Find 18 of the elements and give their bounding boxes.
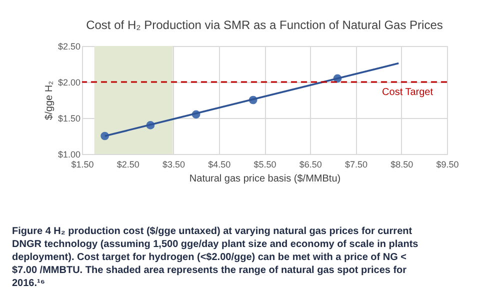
x-tick-label: $3.50 bbox=[162, 160, 186, 170]
y-axis-title: $/gge H₂ bbox=[44, 80, 55, 120]
ref-line-label: Cost Target bbox=[382, 87, 434, 98]
x-tick-label: $4.50 bbox=[208, 160, 231, 170]
y-tick-label: $1.50 bbox=[58, 114, 80, 124]
caption: Figure 4 H₂ production cost ($/gge untaxed) at varying natural gas prices for current DNGR technology (assuming 1,500 gge/day plant size and economy of scale in plants deployment). Cost target for hydrogen (<$2.00/gge) can be met with a price of NG < $7.00 /MMBTU. The shaded area represents the range of natural gas spot prices for 2016.¹⁶ bbox=[12, 226, 419, 289]
x-tick-label: $6.50 bbox=[299, 160, 322, 170]
y-tick-label: $2.50 bbox=[58, 42, 80, 52]
x-tick-label: $9.50 bbox=[436, 160, 459, 170]
x-tick-label: $2.50 bbox=[116, 160, 140, 170]
y-tick-label: $1.00 bbox=[58, 150, 80, 160]
x-tick-label: $1.50 bbox=[71, 160, 94, 170]
x-tick-label: $5.50 bbox=[254, 160, 276, 170]
x-tick-label: $7.50 bbox=[344, 160, 368, 170]
x-tick-label: $8.50 bbox=[390, 160, 414, 170]
y-tick-label: $2.00 bbox=[58, 78, 80, 88]
x-axis-title: Natural gas price basis ($/MMBtu) bbox=[189, 174, 341, 184]
chart-title: Cost of H₂ Production via SMR as a Function of Natural Gas Prices bbox=[86, 18, 443, 32]
